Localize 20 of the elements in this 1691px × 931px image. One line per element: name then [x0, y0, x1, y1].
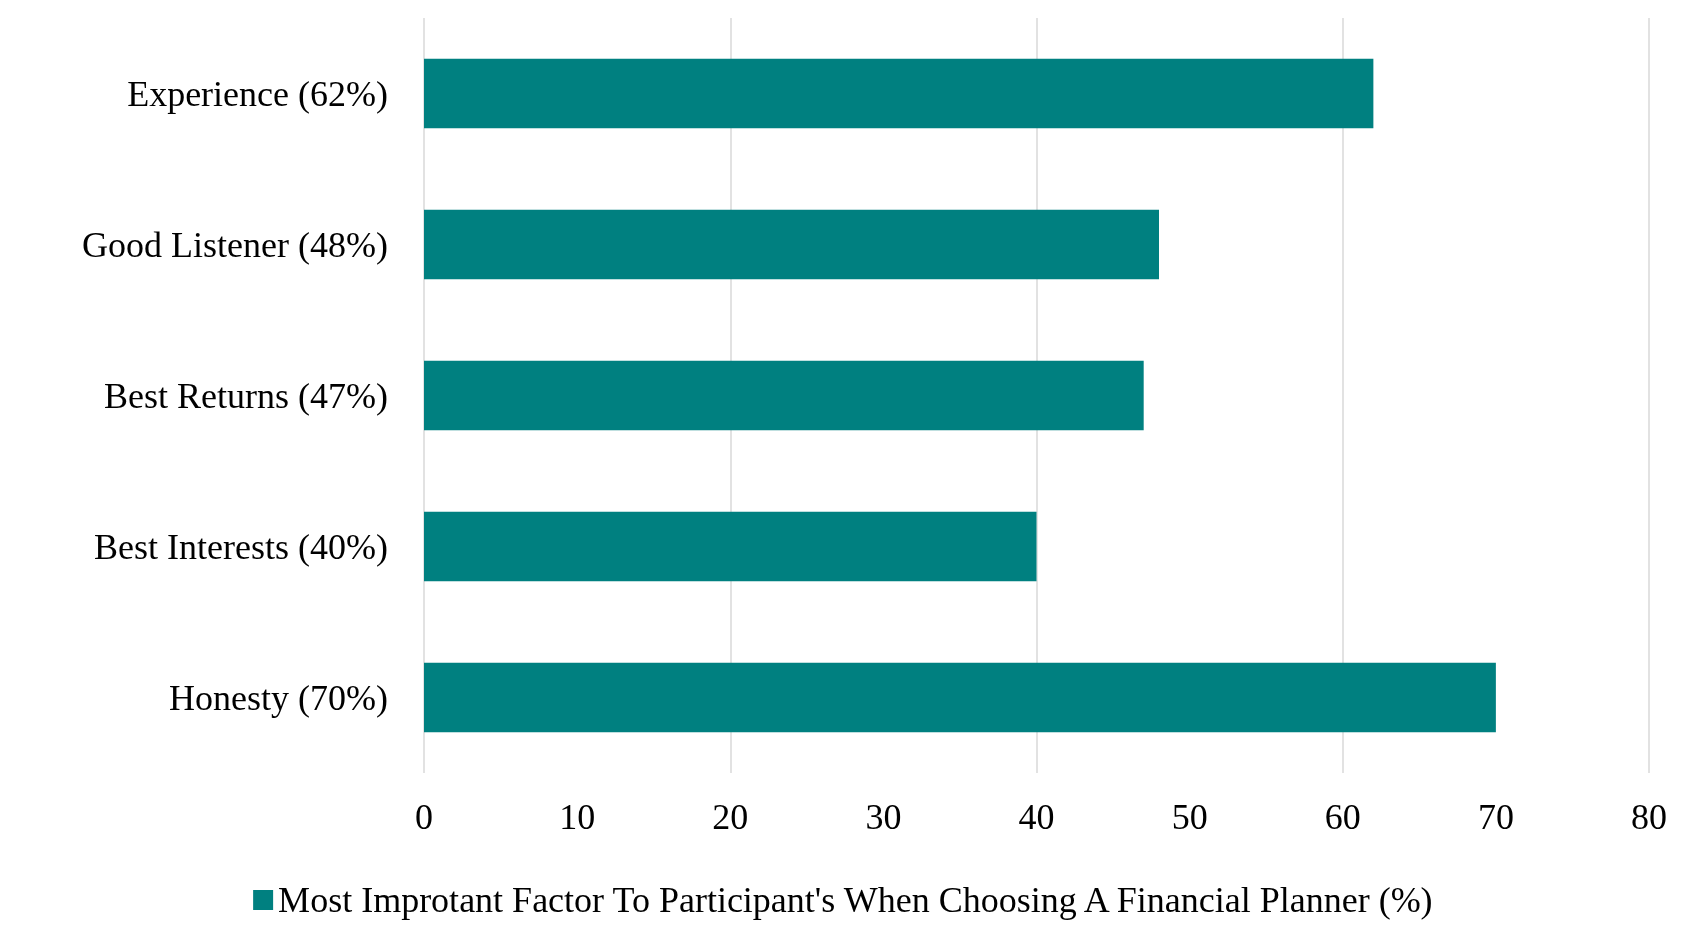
x-tick-label: 80 [1631, 797, 1667, 837]
y-tick-label: Best Interests (40%) [94, 526, 388, 567]
x-tick-label: 30 [865, 797, 902, 837]
x-tick-label: 40 [1018, 797, 1055, 837]
x-tick-label: 20 [712, 797, 749, 837]
bar [424, 209, 1159, 280]
x-tick-label: 70 [1477, 797, 1514, 837]
x-tick-label: 50 [1171, 797, 1208, 837]
bar [424, 511, 1037, 582]
y-tick-label: Best Returns (47%) [104, 375, 388, 416]
x-tick-label: 60 [1324, 797, 1361, 837]
bar [424, 58, 1374, 129]
y-tick-label: Good Listener (48%) [82, 224, 388, 265]
legend-label: Most Improtant Factor To Participant's When Choosing A Financial Planner (%) [278, 880, 1433, 920]
x-tick-label: 10 [559, 797, 596, 837]
y-tick-label: Honesty (70%) [169, 677, 388, 718]
bar [424, 360, 1144, 431]
y-tick-label: Experience (62%) [127, 73, 388, 114]
bar [424, 662, 1496, 733]
x-tick-label: 0 [415, 797, 433, 837]
